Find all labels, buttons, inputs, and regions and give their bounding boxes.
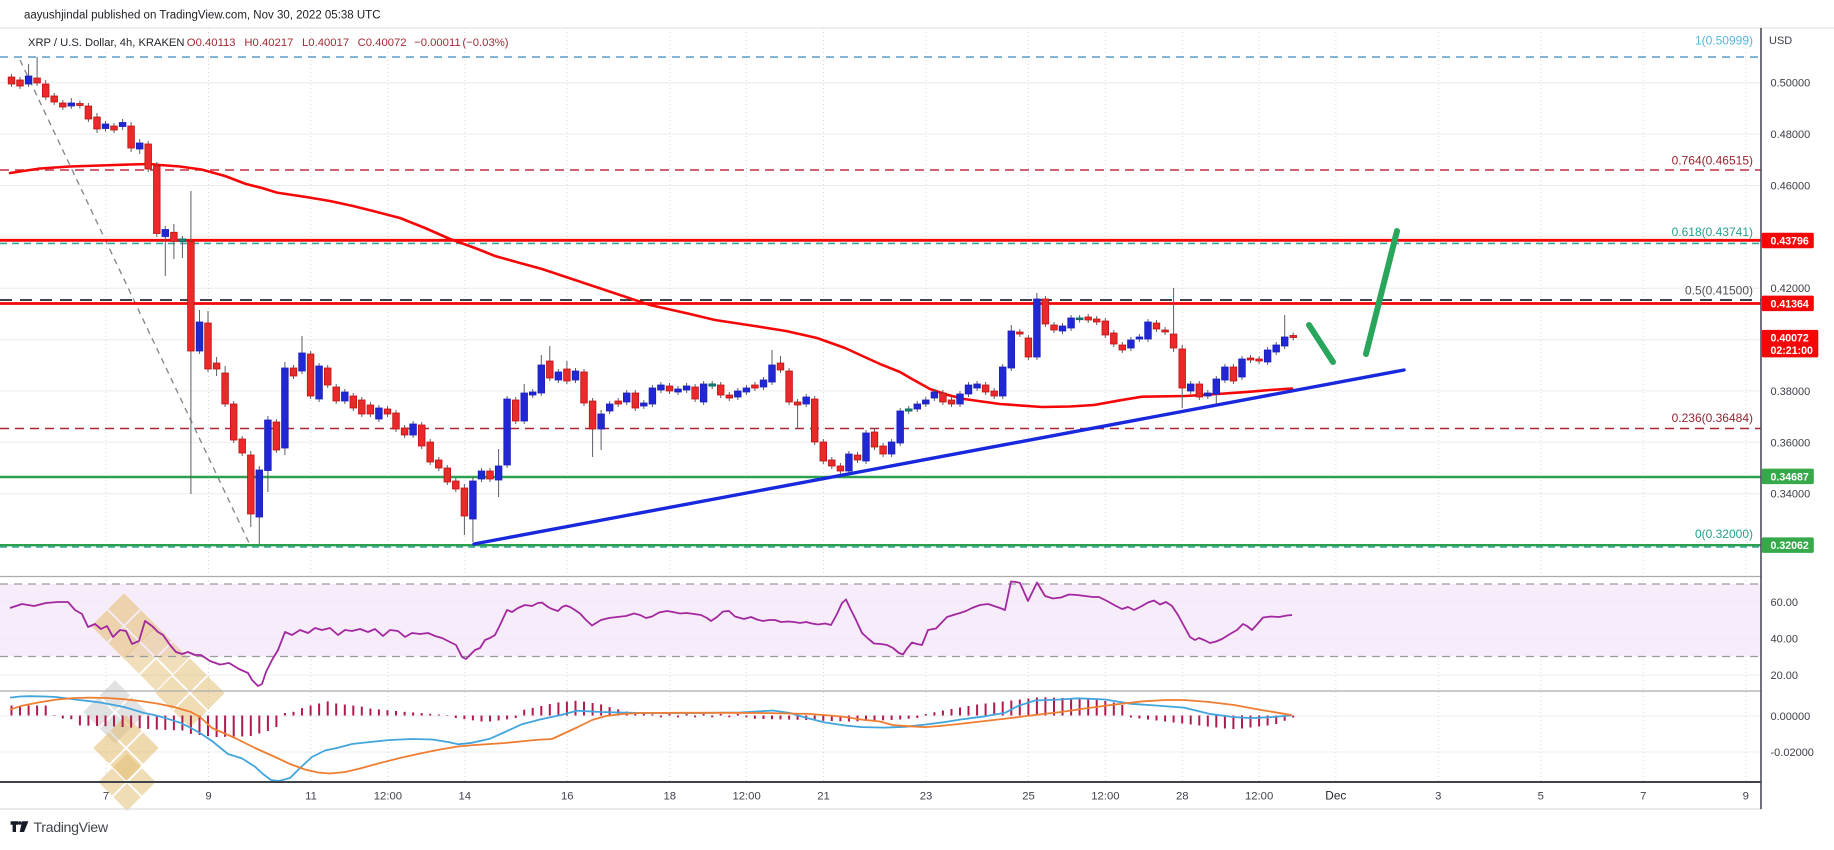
svg-text:0.40072: 0.40072 [1771, 333, 1809, 345]
svg-text:0.48000: 0.48000 [1771, 129, 1811, 141]
svg-text:12:00: 12:00 [374, 791, 402, 803]
svg-text:9: 9 [205, 791, 211, 803]
svg-text:21: 21 [817, 791, 830, 803]
svg-text:9: 9 [1743, 791, 1749, 803]
svg-text:USD: USD [1769, 35, 1792, 47]
svg-text:0(0.32000): 0(0.32000) [1695, 527, 1753, 541]
svg-text:Dec: Dec [1325, 789, 1346, 803]
svg-text:XRP / U.S. Dollar, 4h, KRAKEN: XRP / U.S. Dollar, 4h, KRAKEN [28, 37, 184, 49]
svg-text:23: 23 [920, 791, 933, 803]
svg-text:0.34000: 0.34000 [1771, 489, 1811, 501]
svg-text:12:00: 12:00 [1245, 791, 1273, 803]
svg-text:7: 7 [1640, 791, 1646, 803]
svg-text:12:00: 12:00 [1091, 791, 1119, 803]
svg-text:25: 25 [1022, 791, 1035, 803]
svg-text:0.41364: 0.41364 [1771, 298, 1809, 310]
svg-text:60.00: 60.00 [1771, 597, 1799, 609]
svg-text:0.34687: 0.34687 [1771, 471, 1809, 483]
svg-text:3: 3 [1435, 791, 1441, 803]
svg-text:16: 16 [561, 791, 574, 803]
svg-text:20.00: 20.00 [1771, 670, 1799, 682]
svg-text:0.43796: 0.43796 [1771, 236, 1809, 248]
svg-text:14: 14 [459, 791, 472, 803]
svg-text:28: 28 [1176, 791, 1189, 803]
svg-text:1(0.50999): 1(0.50999) [1695, 34, 1753, 48]
svg-text:02:21:00: 02:21:00 [1771, 345, 1814, 357]
svg-text:0.42000: 0.42000 [1771, 283, 1811, 295]
svg-text:0.618(0.43741): 0.618(0.43741) [1672, 225, 1753, 239]
svg-text:0.36000: 0.36000 [1771, 437, 1811, 449]
svg-text:11: 11 [305, 791, 317, 803]
svg-text:5: 5 [1538, 791, 1544, 803]
svg-text:aayushjindal published on Trad: aayushjindal published on TradingView.co… [24, 10, 381, 22]
svg-text:-0.02000: -0.02000 [1771, 747, 1814, 759]
svg-text:0.50000: 0.50000 [1771, 78, 1811, 90]
svg-text:18: 18 [664, 791, 677, 803]
svg-text:7: 7 [103, 791, 109, 803]
svg-text:40.00: 40.00 [1771, 634, 1799, 646]
svg-text:0.46000: 0.46000 [1771, 181, 1811, 193]
svg-text:0.764(0.46515): 0.764(0.46515) [1672, 154, 1753, 168]
svg-text:0.32062: 0.32062 [1771, 540, 1809, 552]
svg-text:0.5(0.41500): 0.5(0.41500) [1685, 284, 1753, 298]
svg-text:0.38000: 0.38000 [1771, 386, 1811, 398]
svg-text:TradingView: TradingView [34, 820, 109, 836]
svg-text:12:00: 12:00 [732, 791, 760, 803]
svg-text:0.236(0.36484): 0.236(0.36484) [1672, 411, 1753, 425]
svg-text:0.00000: 0.00000 [1771, 711, 1811, 723]
